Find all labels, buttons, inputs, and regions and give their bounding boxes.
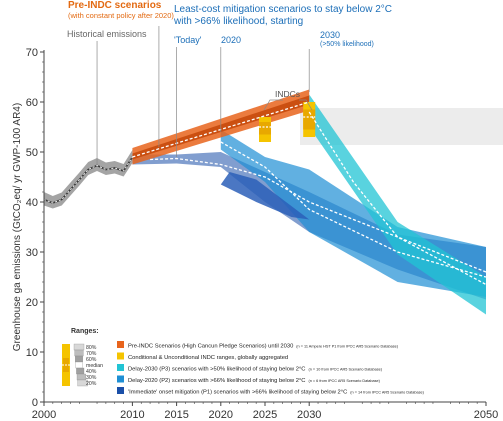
indc-range-inner-bar bbox=[259, 122, 271, 135]
indcs-leader-line bbox=[299, 99, 313, 111]
legend-swatch-immediate bbox=[117, 387, 124, 394]
legend-label-main: 'Immediate' onset mitigation (P1) scenar… bbox=[128, 389, 347, 395]
legend-swatch-delay2020 bbox=[117, 375, 124, 383]
legend-swatch-delay2030 bbox=[117, 364, 124, 371]
legend-label-main: Delay-2030 (P3) scenarios with >50% like… bbox=[128, 366, 305, 372]
ranges-legend-swatch bbox=[75, 361, 83, 369]
pre-indc-title: Pre-INDC scenarios bbox=[68, 0, 162, 11]
ranges-legend-swatch bbox=[73, 343, 85, 351]
legend-label-note: (n = 10 from IPCC AR5 Scenario Database) bbox=[308, 367, 382, 371]
today-label: 'Today' bbox=[174, 35, 202, 45]
y-axis-label: Greenhouse ga emissions (GtCO₂eq/ yr GWP… bbox=[12, 103, 23, 351]
y-tick-label: 30 bbox=[26, 247, 38, 259]
legend-swatch-pre-indc bbox=[117, 341, 124, 348]
start-2020-label: 2020 bbox=[221, 35, 241, 45]
legend-swatch-indc bbox=[117, 352, 124, 360]
delay2030-range-band bbox=[309, 94, 486, 315]
x-tick-label: 2000 bbox=[32, 409, 56, 421]
ranges-legend-swatch bbox=[77, 379, 88, 387]
x-tick-label: 2030 bbox=[297, 409, 321, 421]
annotations-layer bbox=[96, 26, 313, 165]
legend-label-indc: Conditional & Unconditional INDC ranges,… bbox=[128, 355, 288, 361]
legend-label-note: (n = 11 Ampere HST P1 from IPCC AR5 Scen… bbox=[296, 344, 398, 348]
y-tick-label: 50 bbox=[26, 147, 38, 159]
x-tick-label: 2025 bbox=[253, 409, 277, 421]
delay2030-median-line bbox=[308, 111, 487, 286]
x-tick-label: 2050 bbox=[474, 409, 498, 421]
y-tick-label: 0 bbox=[32, 397, 38, 409]
delay2020-median-line bbox=[220, 141, 487, 278]
ranges-legend-label: 40% bbox=[86, 369, 97, 375]
legend-label-delay2030: Delay-2030 (P3) scenarios with >50% like… bbox=[128, 366, 383, 372]
x-tick-label: 2020 bbox=[209, 409, 233, 421]
historical-line bbox=[43, 156, 134, 204]
ranges-legend-swatch bbox=[74, 349, 84, 357]
indc-range-inner-bar bbox=[303, 109, 316, 130]
y-tick-label: 10 bbox=[26, 347, 38, 359]
historical-band bbox=[44, 150, 133, 209]
immediate-median-line bbox=[150, 157, 487, 273]
x-tick-label: 2010 bbox=[120, 409, 144, 421]
legend-label-main: Conditional & Unconditional INDC ranges,… bbox=[128, 355, 288, 361]
legend-label-main: Delay-2020 (P2) scenarios with >66% like… bbox=[128, 378, 305, 384]
y-tick-label: 60 bbox=[26, 97, 38, 109]
pre-indc-subtitle: (with constant policy after 2020) bbox=[68, 11, 174, 20]
start-2030-sub-label: (>50% likelihood) bbox=[320, 41, 374, 48]
ranges-legend-label: 30% bbox=[86, 375, 97, 381]
least-cost-subtitle: with >66% likelihood, starting bbox=[173, 16, 303, 27]
dark-wedge-band bbox=[220, 172, 310, 220]
scenario-lines-layer bbox=[43, 101, 487, 286]
legend-label-note: (n = 6 from IPCC AR5 Scenario Database) bbox=[308, 379, 380, 383]
legend-label-immediate: 'Immediate' onset mitigation (P1) scenar… bbox=[128, 389, 425, 395]
x-tick-label: 2015 bbox=[164, 409, 188, 421]
legend-label-pre-indc: Pre-INDC Scenarios (High Cancun Pledge S… bbox=[128, 343, 399, 349]
ranges-legend-label: 60% bbox=[86, 357, 97, 363]
historical-emissions-label: Historical emissions bbox=[67, 29, 147, 39]
legend-label-main: Pre-INDC Scenarios (High Cancun Pledge S… bbox=[128, 343, 293, 349]
indcs-leader-line bbox=[263, 99, 283, 111]
ranges-legend-swatch bbox=[76, 373, 86, 381]
least-cost-title: Least-cost mitigation scenarios to stay … bbox=[174, 4, 392, 15]
legend-label-delay2020: Delay-2020 (P2) scenarios with >66% like… bbox=[128, 378, 381, 384]
y-tick-label: 40 bbox=[26, 197, 38, 209]
scenario-bands-layer bbox=[44, 89, 503, 315]
ranges-legend-label: 20% bbox=[86, 381, 97, 387]
indcs-label: INDCs bbox=[275, 89, 300, 99]
y-tick-label: 70 bbox=[26, 47, 38, 59]
ranges-legend-label: 70% bbox=[86, 351, 97, 357]
y-tick-label: 20 bbox=[26, 297, 38, 309]
ranges-legend-label: 80% bbox=[86, 345, 97, 351]
start-2030-label: 2030 bbox=[320, 30, 340, 40]
ranges-legend-swatch bbox=[75, 355, 83, 363]
legend-label-note: (n = 14 from IPCC AR5 Scenario Database) bbox=[350, 390, 424, 394]
ranges-legend-title: Ranges: bbox=[71, 328, 99, 335]
ranges-legend-swatch bbox=[76, 367, 85, 375]
ranges-legend-label: median bbox=[86, 363, 103, 369]
